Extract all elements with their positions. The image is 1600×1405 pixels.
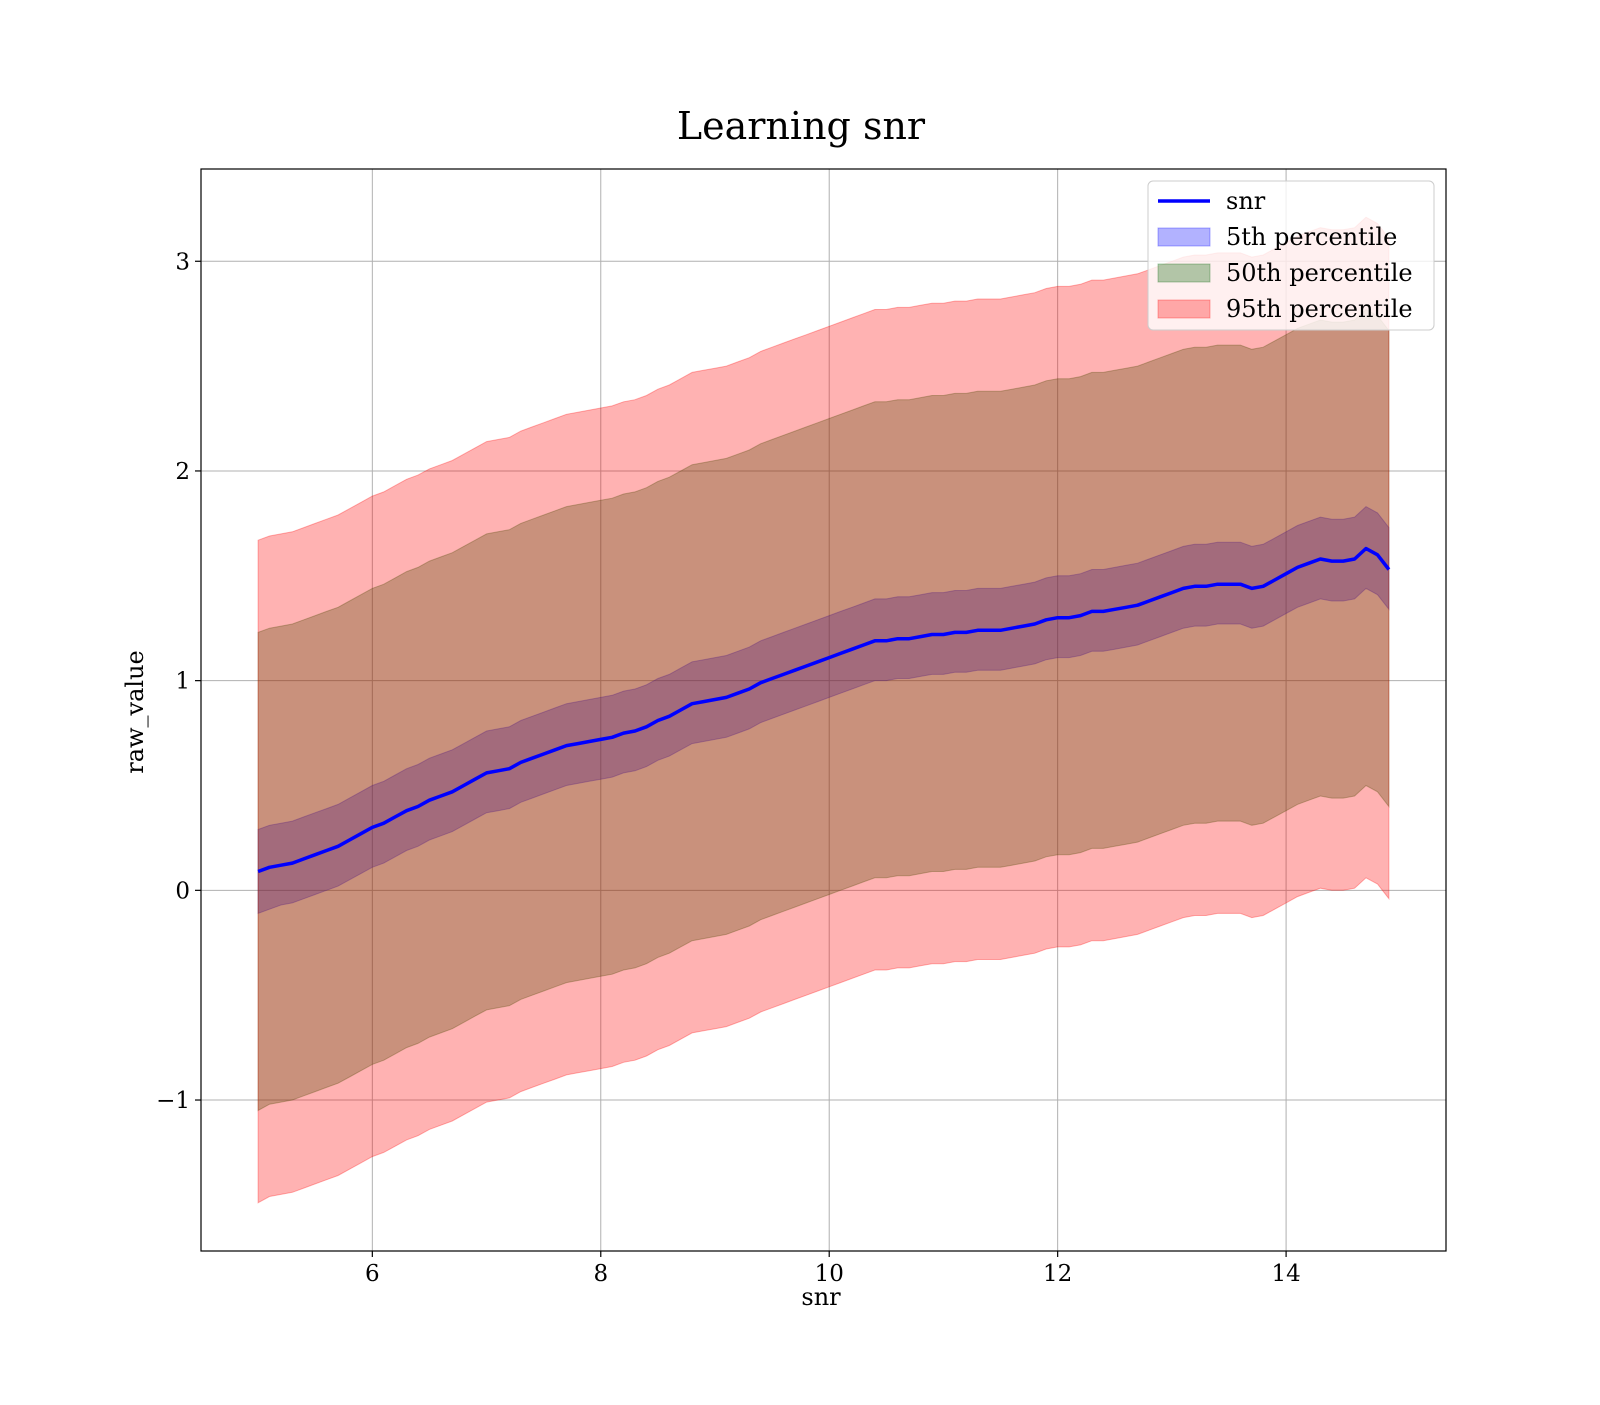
legend-label-95th-percentile: 95th percentile: [1226, 295, 1413, 323]
x-tick-label: 10: [815, 1261, 844, 1287]
y-tick-label: −1: [156, 1088, 190, 1114]
plot-frame: [200, 168, 1447, 1252]
x-axis-ticks: 6 8 10 12 14: [365, 1251, 1301, 1287]
x-tick-label: 12: [1043, 1261, 1072, 1287]
legend-label-50th-percentile: 50th percentile: [1226, 259, 1413, 287]
y-tick-label: 3: [175, 249, 190, 275]
y-tick-label: 1: [175, 669, 190, 695]
legend-swatch-95th-percentile: [1157, 299, 1211, 319]
y-axis-label: raw_value: [121, 650, 149, 774]
x-axis-label: snr: [801, 1283, 841, 1311]
y-axis-ticks: −1 0 1 2 3: [156, 249, 201, 1114]
legend-swatch-5th-percentile: [1157, 227, 1211, 247]
x-tick-label: 14: [1271, 1261, 1300, 1287]
x-tick-label: 6: [365, 1261, 380, 1287]
chart-title: Learning snr: [677, 104, 926, 148]
legend-label-5th-percentile: 5th percentile: [1226, 223, 1397, 251]
band-50th-percentile: [257, 308, 1390, 1112]
legend-box: [1147, 180, 1435, 331]
legend-swatch-50th-percentile: [1157, 263, 1211, 283]
series-lines: [257, 546, 1391, 874]
legend-label-snr: snr: [1226, 187, 1266, 215]
x-tick-label: 8: [593, 1261, 608, 1287]
percentile-bands: [257, 216, 1390, 1204]
y-tick-label: 0: [175, 878, 190, 904]
band-95th-percentile: [257, 216, 1390, 1204]
line-snr: [257, 546, 1391, 874]
y-tick-label: 2: [175, 459, 190, 485]
legend: snr 5th percentile 50th percentile 95th per…: [1147, 180, 1435, 331]
band-5th-percentile: [257, 505, 1390, 915]
